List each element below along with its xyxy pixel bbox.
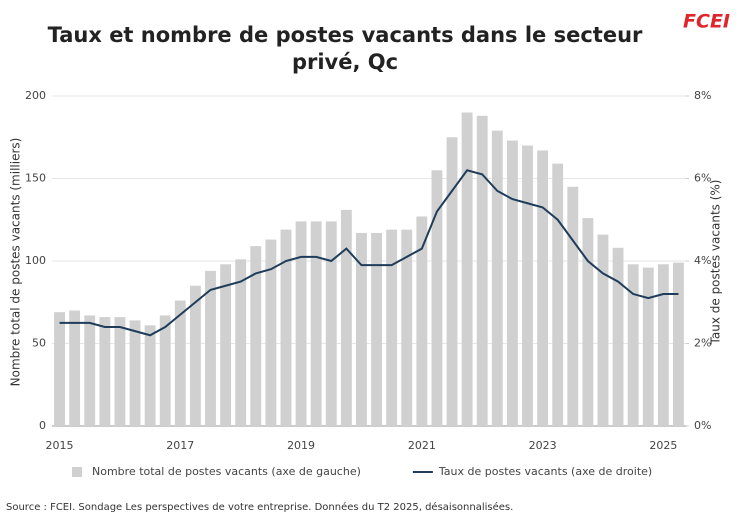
legend-label: Nombre total de postes vacants (axe de g… xyxy=(92,465,361,478)
bar xyxy=(567,186,579,426)
bar xyxy=(356,232,367,426)
bar xyxy=(235,259,247,426)
x-tick-label: 2025 xyxy=(649,439,677,452)
bar xyxy=(416,216,428,426)
bar xyxy=(386,229,398,426)
y2-axis-label: Taux de postes vacants (%) xyxy=(709,180,723,346)
bar xyxy=(325,221,337,426)
brand-logo: FCEI xyxy=(683,11,730,33)
source: Source : FCEI. Sondage Les perspectives … xyxy=(6,501,513,513)
bar xyxy=(461,112,473,426)
bar xyxy=(205,270,216,426)
bar xyxy=(446,137,458,426)
bar xyxy=(371,232,382,426)
bar xyxy=(340,209,352,426)
bar xyxy=(220,264,232,426)
bar xyxy=(537,150,549,426)
legend-swatch xyxy=(72,467,82,477)
x-tick-label: 2023 xyxy=(529,439,557,452)
bar xyxy=(250,246,262,426)
bar xyxy=(280,229,292,426)
chart-title: Taux et nombre de postes vacants dans le… xyxy=(48,23,643,74)
bar xyxy=(476,115,488,427)
bar xyxy=(310,221,322,426)
x-tick-label: 2017 xyxy=(166,439,194,452)
bar xyxy=(582,218,594,426)
y2-tick-label: 4% xyxy=(694,254,711,267)
bar xyxy=(144,325,156,426)
x-tick-label: 2021 xyxy=(408,439,436,452)
y-tick-label: 100 xyxy=(25,254,46,267)
bar xyxy=(114,317,126,426)
bar xyxy=(522,145,533,426)
bar xyxy=(54,312,65,426)
bar xyxy=(99,317,111,426)
bar xyxy=(657,264,669,426)
bar xyxy=(627,264,639,426)
bar xyxy=(265,239,277,426)
y-tick-label: 200 xyxy=(25,89,46,102)
bar xyxy=(189,285,201,426)
y2-tick-label: 6% xyxy=(694,172,711,185)
bar xyxy=(174,300,186,426)
line xyxy=(59,169,679,337)
y2-tick-label: 2% xyxy=(694,337,711,350)
bar xyxy=(597,234,609,426)
bar xyxy=(673,262,684,426)
bar xyxy=(491,130,503,426)
bar xyxy=(69,310,81,426)
x-tick-label: 2019 xyxy=(287,439,315,452)
y-axis-label: Nombre total de postes vacants (milliers… xyxy=(9,138,23,387)
y2-tick-label: 0% xyxy=(694,419,711,432)
bar xyxy=(129,320,141,426)
bar xyxy=(506,140,518,427)
bar xyxy=(431,170,443,426)
bar xyxy=(642,267,654,426)
bar xyxy=(295,221,307,426)
bar xyxy=(159,315,171,426)
y-tick-label: 50 xyxy=(32,337,46,350)
bar xyxy=(84,315,96,426)
bar xyxy=(552,163,564,426)
bar xyxy=(401,229,413,426)
y2-tick-label: 8% xyxy=(694,89,711,102)
x-tick-label: 2015 xyxy=(46,439,74,452)
bar xyxy=(612,247,624,426)
y-tick-label: 150 xyxy=(25,172,46,185)
y-tick-label: 0 xyxy=(39,419,46,432)
legend-label: Taux de postes vacants (axe de droite) xyxy=(438,465,652,478)
